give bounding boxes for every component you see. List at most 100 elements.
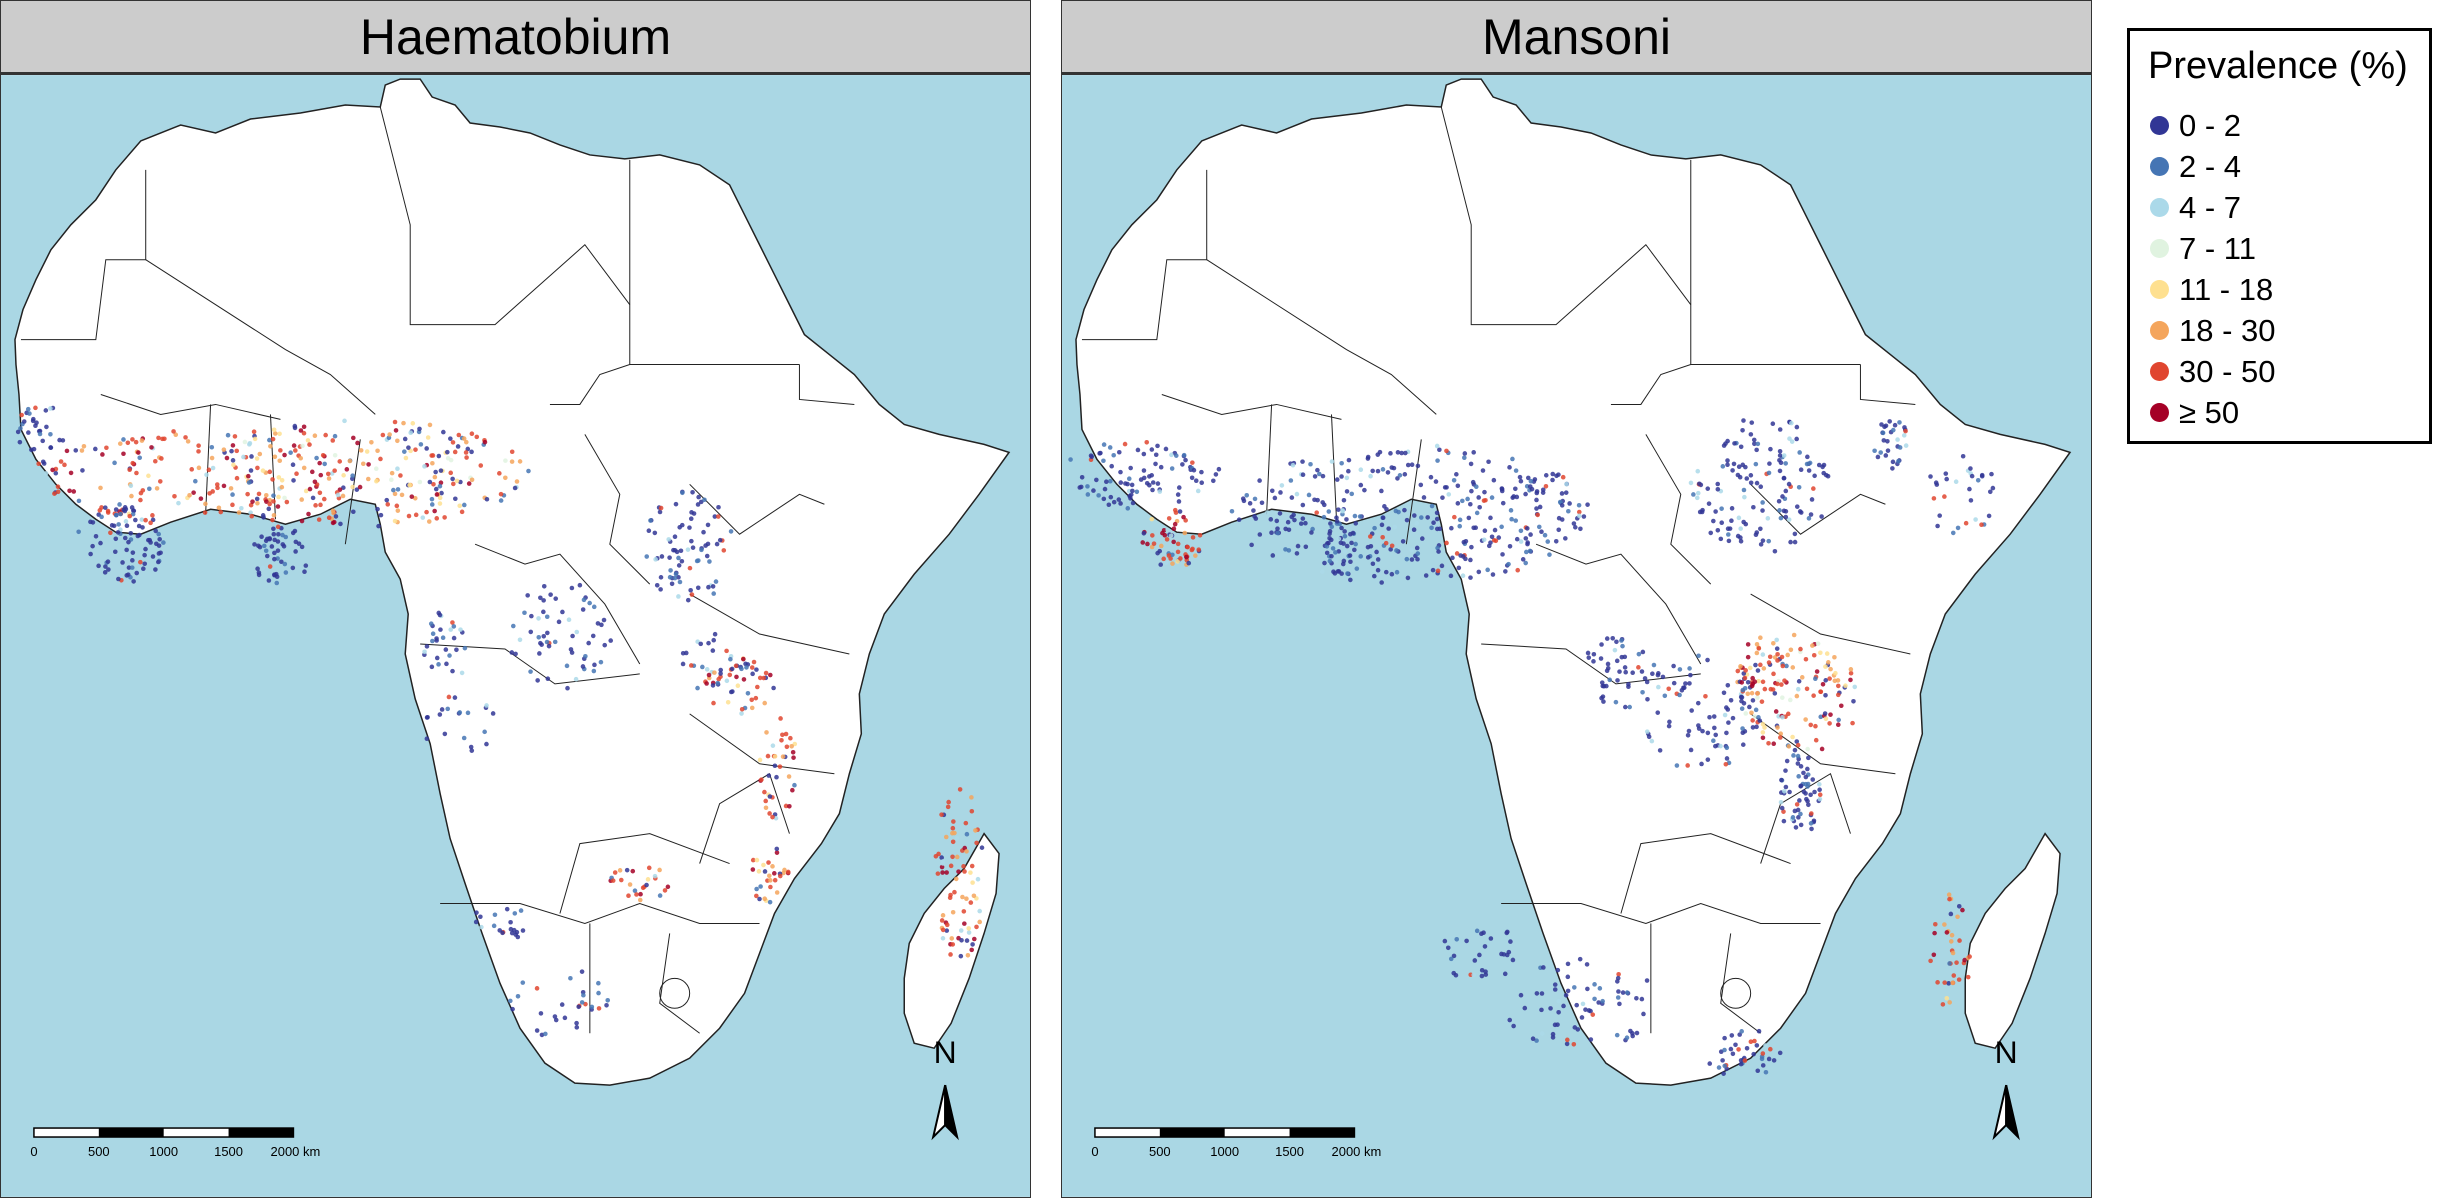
survey-point: [1817, 782, 1822, 787]
survey-point: [570, 633, 575, 639]
survey-point: [1144, 439, 1150, 445]
survey-point: [762, 896, 768, 901]
survey-point: [1252, 514, 1257, 519]
survey-point: [962, 869, 967, 874]
survey-point: [1344, 517, 1349, 522]
survey-point: [1395, 450, 1401, 455]
survey-point: [677, 579, 683, 585]
survey-point: [1483, 972, 1489, 977]
survey-point: [1339, 525, 1344, 531]
survey-point: [453, 496, 458, 502]
survey-point: [1563, 993, 1569, 998]
survey-point: [276, 475, 282, 480]
survey-point: [1955, 946, 1961, 951]
survey-point: [580, 607, 586, 612]
survey-point: [1185, 544, 1190, 550]
survey-point: [618, 877, 624, 883]
survey-point: [375, 448, 380, 454]
survey-point: [574, 1020, 579, 1026]
survey-point: [770, 814, 775, 820]
survey-point: [1948, 911, 1954, 917]
survey-point: [970, 942, 975, 947]
survey-point: [1389, 571, 1395, 577]
survey-point: [1744, 1046, 1750, 1051]
survey-point: [964, 831, 970, 837]
survey-point: [469, 431, 475, 436]
survey-point: [473, 919, 479, 925]
survey-point: [1792, 539, 1798, 545]
survey-point: [116, 522, 121, 527]
survey-point: [1823, 678, 1829, 683]
survey-point: [596, 990, 601, 996]
survey-point: [756, 869, 762, 874]
survey-point: [275, 504, 281, 509]
survey-point: [196, 465, 202, 471]
survey-point: [1687, 681, 1692, 686]
survey-point: [520, 980, 526, 985]
survey-point: [1743, 464, 1748, 470]
survey-point: [1819, 514, 1824, 519]
survey-point: [232, 434, 238, 439]
survey-point: [248, 510, 253, 515]
survey-point: [1808, 792, 1813, 798]
survey-point: [637, 897, 643, 903]
survey-point: [1724, 745, 1730, 751]
survey-point: [766, 860, 771, 865]
survey-point: [1292, 517, 1297, 523]
survey-point: [291, 443, 297, 448]
survey-point: [1300, 502, 1306, 508]
survey-point: [189, 467, 195, 472]
survey-point: [271, 427, 277, 433]
survey-point: [939, 864, 945, 870]
survey-point: [509, 650, 515, 655]
survey-point: [446, 694, 452, 700]
survey-point: [785, 869, 791, 875]
survey-point: [1319, 569, 1325, 574]
legend-label: 2 - 4: [2179, 148, 2242, 184]
survey-point: [1810, 777, 1816, 782]
survey-point: [1711, 738, 1716, 743]
survey-point: [968, 900, 974, 905]
survey-point: [1812, 789, 1817, 795]
survey-point: [514, 479, 520, 484]
survey-point: [1903, 443, 1909, 448]
survey-point: [1942, 494, 1947, 499]
survey-point: [128, 483, 134, 489]
survey-point: [127, 467, 132, 473]
survey-point: [115, 530, 121, 535]
survey-point: [676, 563, 682, 568]
survey-point: [257, 451, 263, 457]
survey-point: [1488, 936, 1494, 941]
survey-point: [712, 631, 718, 637]
survey-point: [1753, 662, 1758, 668]
survey-point: [387, 432, 392, 437]
survey-point: [1444, 540, 1449, 546]
survey-point: [1440, 495, 1445, 500]
survey-point: [591, 668, 597, 674]
survey-point: [293, 539, 299, 545]
survey-point: [535, 678, 540, 683]
scale-bar: 0 500 1000 1500 2000 km: [30, 1127, 320, 1159]
survey-point: [763, 805, 769, 811]
survey-point: [1792, 531, 1798, 537]
survey-point: [1571, 521, 1577, 526]
survey-point: [1781, 818, 1787, 824]
survey-point: [1934, 482, 1940, 487]
survey-point: [1486, 459, 1491, 465]
survey-point: [1576, 502, 1582, 508]
survey-point: [687, 565, 693, 571]
survey-point: [1556, 998, 1562, 1004]
survey-point: [1388, 451, 1393, 456]
survey-point: [1368, 534, 1373, 539]
survey-point: [1509, 516, 1514, 522]
survey-point: [1175, 492, 1181, 497]
survey-point: [267, 469, 273, 475]
survey-point: [1616, 989, 1621, 994]
survey-point: [1150, 487, 1155, 493]
survey-point: [98, 540, 103, 546]
survey-point: [674, 549, 680, 555]
survey-point: [239, 505, 244, 511]
survey-point: [1630, 1033, 1635, 1039]
survey-point: [48, 445, 54, 450]
survey-point: [1354, 566, 1360, 571]
